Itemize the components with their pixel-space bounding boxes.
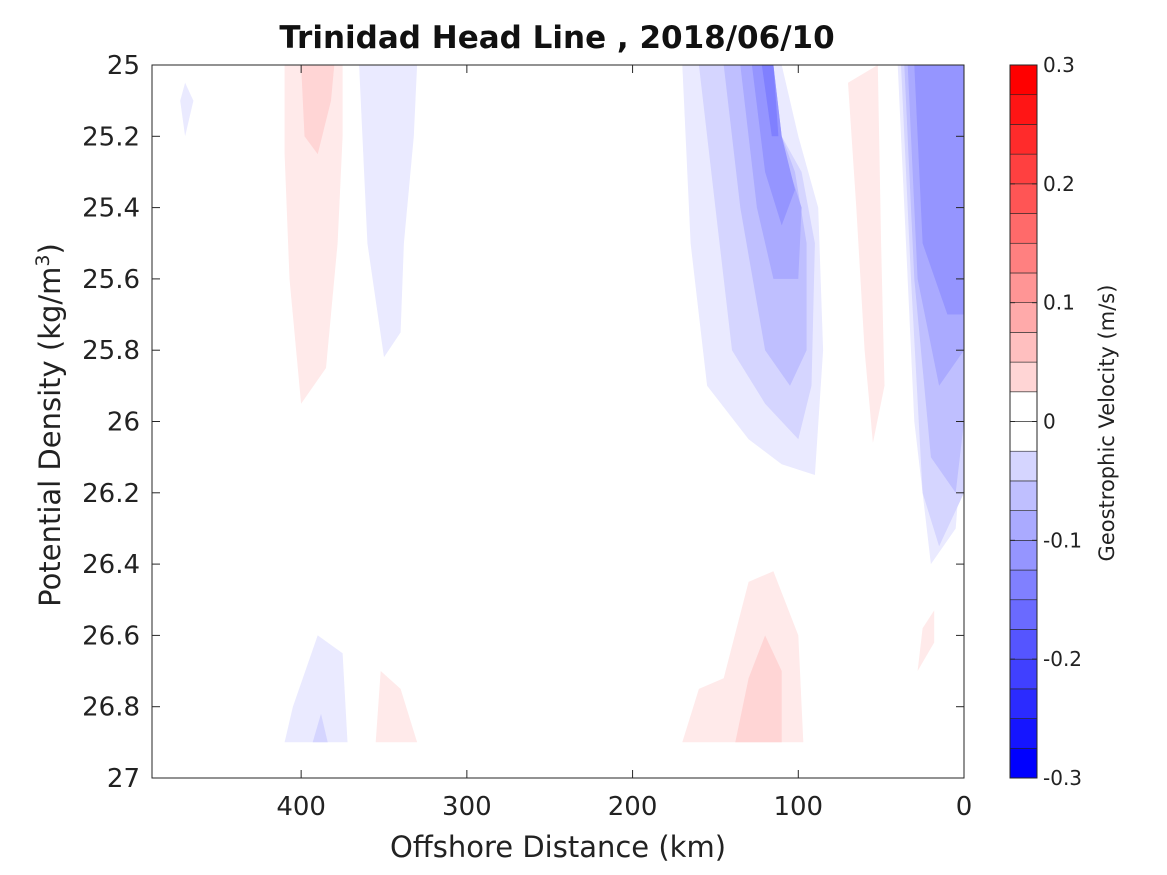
x-axis-label: Offshore Distance (km) xyxy=(390,830,726,864)
contour-region-deep-pos-f xyxy=(375,671,418,743)
colorbar-band xyxy=(1009,332,1038,363)
colorbar-tick-label: 0.1 xyxy=(1043,291,1075,315)
y-tick-label: 25 xyxy=(107,51,140,81)
y-axis: 25 25.2 25.4 25.6 25.8 26 26.2 26.4 26.6 26.8 27 xyxy=(82,51,964,794)
contour-region-offshore-neg-b xyxy=(359,65,418,358)
colorbar-band xyxy=(1009,94,1038,125)
colorbar-band xyxy=(1009,569,1038,601)
chart-title: Trinidad Head Line , 2018/06/10 xyxy=(279,20,834,56)
x-tick-label: 400 xyxy=(276,792,326,822)
colorbar-band xyxy=(1009,747,1038,779)
colorbar-band xyxy=(1009,718,1038,749)
x-axis: 400 300 200 100 0 xyxy=(276,65,972,822)
colorbar-label: Geostrophic Velocity (m/s) xyxy=(1095,285,1119,562)
contour-fills xyxy=(180,65,964,743)
colorbar-band xyxy=(1009,510,1038,541)
y-axis-label-main: Potential Density (kg/m xyxy=(33,267,67,607)
colorbar-tick-label: 0 xyxy=(1043,410,1056,434)
colorbar-band xyxy=(1009,599,1038,630)
y-tick-label: 27 xyxy=(107,764,140,794)
plot-background xyxy=(152,65,964,778)
colorbar-band xyxy=(1009,361,1038,393)
contour-region-nearshore-jet-5 xyxy=(751,65,795,226)
contour-region-midshore-pos-d xyxy=(848,65,885,443)
x-tick-label: 100 xyxy=(773,792,823,822)
colorbar-tick-label: 0.2 xyxy=(1043,172,1075,196)
x-tick-label: 300 xyxy=(442,792,492,822)
colorbar: 0.3 0.2 0.1 0 -0.1 -0.2 -0.3 xyxy=(1009,53,1082,790)
colorbar-band xyxy=(1009,183,1038,214)
colorbar-band xyxy=(1009,480,1038,511)
colorbar-band xyxy=(1009,421,1038,452)
colorbar-tick-label: -0.2 xyxy=(1043,647,1082,671)
y-axis-label-superscript: 3 xyxy=(32,254,54,266)
y-tick-label: 25.2 xyxy=(82,122,140,152)
colorbar-band xyxy=(1009,540,1038,571)
colorbar-tick-label: 0.3 xyxy=(1043,53,1075,77)
contour-region-deep-neg-e xyxy=(284,635,348,743)
colorbar-band xyxy=(1009,302,1038,333)
y-tick-label: 25.6 xyxy=(82,265,140,295)
y-tick-label: 26.4 xyxy=(82,550,140,580)
contour-region-offshore-pos-a xyxy=(284,65,343,404)
y-tick-label: 26.2 xyxy=(82,479,140,509)
y-tick-label: 26.6 xyxy=(82,621,140,651)
colorbar-band xyxy=(1009,213,1038,244)
contour-region-offshore-pos-a-core xyxy=(301,65,335,155)
y-axis-label: Potential Density (kg/m3) xyxy=(32,243,67,607)
x-tick-label: 0 xyxy=(956,792,973,822)
colorbar-band xyxy=(1009,658,1038,690)
colorbar-band xyxy=(1009,629,1038,660)
contour-region-shelf-edge-core xyxy=(914,65,964,315)
colorbar-band xyxy=(1009,64,1038,96)
colorbar-band xyxy=(1009,242,1038,274)
y-tick-label: 26 xyxy=(107,408,140,438)
colorbar-band xyxy=(1009,688,1038,719)
y-axis-label-close: ) xyxy=(33,243,67,254)
x-tick-label: 200 xyxy=(608,792,658,822)
colorbar-band xyxy=(1009,272,1038,303)
contour-region-deep-pos-g-core xyxy=(735,635,782,743)
y-tick-label: 25.4 xyxy=(82,194,140,224)
contour-region-deep-pos-h xyxy=(917,610,935,671)
y-tick-label: 26.8 xyxy=(82,693,140,723)
colorbar-band xyxy=(1009,153,1038,185)
colorbar-band xyxy=(1009,391,1038,422)
contour-region-nearshore-jet-core xyxy=(761,65,779,137)
contour-region-offshore-neg-c xyxy=(180,82,194,137)
colorbar-band xyxy=(1009,124,1038,155)
contour-region-deep-neg-e-core xyxy=(312,713,328,743)
colorbar-tick-label: -0.3 xyxy=(1043,766,1082,790)
colorbar-band xyxy=(1009,450,1038,482)
y-tick-label: 25.8 xyxy=(82,336,140,366)
colorbar-tick-label: -0.1 xyxy=(1043,528,1082,552)
